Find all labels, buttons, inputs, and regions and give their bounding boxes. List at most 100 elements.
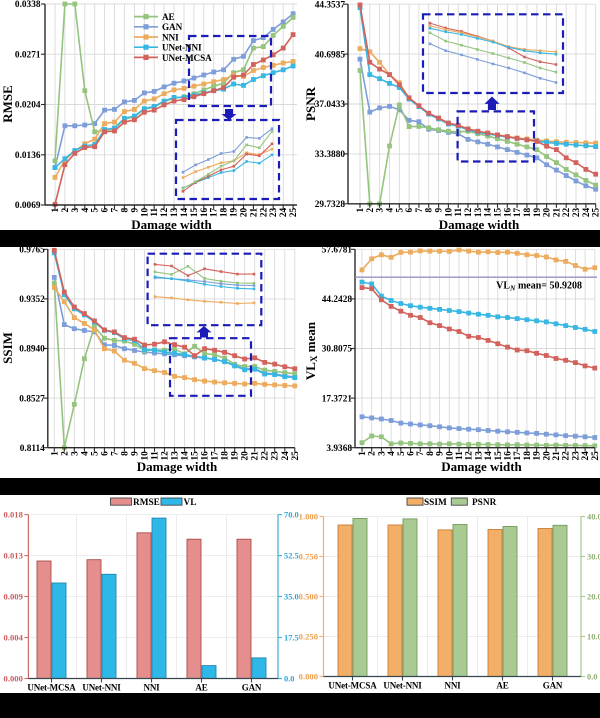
svg-text:3.9368: 3.9368 (326, 444, 352, 454)
svg-text:20: 20 (240, 207, 250, 217)
svg-text:24: 24 (281, 451, 291, 461)
svg-text:24: 24 (279, 207, 289, 217)
svg-text:15: 15 (190, 207, 200, 217)
svg-text:1: 1 (51, 207, 61, 212)
svg-text:0.0204: 0.0204 (15, 101, 41, 111)
svg-text:40.0: 40.0 (587, 513, 600, 522)
svg-text:4: 4 (387, 451, 397, 456)
svg-text:5: 5 (91, 207, 101, 212)
svg-text:0.0136: 0.0136 (15, 151, 41, 161)
svg-text:52.5: 52.5 (284, 552, 299, 561)
svg-text:21: 21 (251, 451, 261, 461)
svg-text:10: 10 (141, 451, 151, 461)
svg-text:RMSE: RMSE (133, 498, 160, 508)
svg-text:UNet-MCSA: UNet-MCSA (328, 681, 377, 691)
svg-text:0.0: 0.0 (587, 673, 597, 682)
svg-text:24: 24 (581, 451, 591, 461)
svg-text:0.0: 0.0 (284, 675, 294, 684)
svg-text:NNI: NNI (162, 32, 179, 42)
svg-text:9: 9 (436, 451, 446, 456)
svg-text:VL: VL (184, 498, 197, 508)
svg-text:7: 7 (111, 207, 121, 212)
svg-text:23: 23 (571, 451, 581, 461)
svg-text:4: 4 (80, 451, 90, 456)
svg-text:0.0338: 0.0338 (15, 0, 41, 10)
svg-text:15: 15 (191, 451, 201, 461)
svg-text:19: 19 (230, 207, 240, 217)
svg-text:0.8114: 0.8114 (20, 444, 45, 454)
svg-text:20: 20 (542, 451, 552, 461)
svg-text:AE: AE (496, 681, 508, 691)
svg-text:12: 12 (465, 451, 475, 461)
svg-text:2: 2 (366, 207, 376, 212)
svg-text:PSNR: PSNR (472, 498, 497, 508)
svg-text:22: 22 (261, 451, 271, 461)
svg-text:25: 25 (289, 207, 299, 217)
svg-text:3: 3 (377, 451, 387, 456)
svg-text:25: 25 (591, 451, 600, 461)
svg-text:29.7328: 29.7328 (315, 200, 346, 210)
svg-text:16: 16 (201, 451, 211, 461)
svg-text:4: 4 (81, 207, 91, 212)
svg-text:8: 8 (425, 207, 435, 212)
svg-text:8: 8 (120, 207, 130, 212)
svg-text:0.8940: 0.8940 (19, 345, 45, 355)
svg-text:VLN mean= 50.9208: VLN mean= 50.9208 (496, 281, 582, 293)
svg-text:1: 1 (356, 207, 366, 212)
svg-text:1: 1 (358, 451, 368, 456)
svg-text:PSNR: PSNR (303, 86, 318, 121)
svg-text:UNet-NNI: UNet-NNI (82, 683, 121, 693)
svg-text:1: 1 (50, 451, 60, 456)
svg-text:0.500: 0.500 (299, 592, 318, 602)
svg-text:20.0: 20.0 (587, 593, 600, 602)
svg-text:18: 18 (523, 451, 533, 461)
svg-text:7: 7 (110, 451, 120, 456)
svg-text:20: 20 (241, 451, 251, 461)
svg-text:10: 10 (444, 207, 454, 217)
svg-text:15: 15 (494, 207, 504, 217)
svg-text:UNet-MCSA: UNet-MCSA (27, 683, 76, 693)
svg-text:57.6781: 57.6781 (322, 246, 353, 256)
svg-text:UNet-MCSA: UNet-MCSA (162, 53, 212, 63)
svg-text:12: 12 (464, 207, 474, 217)
svg-text:0.8527: 0.8527 (19, 394, 45, 404)
svg-text:14: 14 (181, 451, 191, 461)
svg-text:14: 14 (484, 207, 494, 217)
svg-text:6: 6 (100, 451, 110, 456)
svg-text:21: 21 (552, 207, 562, 217)
svg-text:8: 8 (426, 451, 436, 456)
svg-text:VLX mean: VLX mean (303, 321, 319, 380)
svg-text:16: 16 (504, 451, 514, 461)
svg-text:14: 14 (484, 451, 494, 461)
svg-text:3: 3 (71, 207, 81, 212)
svg-text:25: 25 (291, 451, 301, 461)
svg-text:16: 16 (200, 207, 210, 217)
svg-text:2: 2 (368, 451, 378, 456)
svg-text:NNI: NNI (444, 681, 461, 691)
svg-text:0.0069: 0.0069 (15, 201, 41, 211)
svg-text:25: 25 (592, 207, 600, 217)
svg-text:0.750: 0.750 (299, 552, 318, 562)
svg-text:NNI: NNI (143, 683, 160, 693)
svg-text:9: 9 (130, 207, 140, 212)
svg-text:35.0: 35.0 (284, 593, 299, 602)
svg-text:12: 12 (160, 207, 170, 217)
svg-text:Damage width: Damage width (441, 459, 522, 474)
svg-text:8: 8 (120, 451, 130, 456)
svg-text:13: 13 (474, 451, 484, 461)
svg-text:6: 6 (407, 451, 417, 456)
svg-text:22: 22 (562, 451, 572, 461)
svg-text:7: 7 (415, 207, 425, 212)
svg-text:0.018: 0.018 (4, 510, 24, 520)
svg-text:AE: AE (195, 683, 207, 693)
svg-text:0.013: 0.013 (4, 551, 23, 561)
svg-text:30.8075: 30.8075 (322, 345, 353, 355)
svg-text:0.009: 0.009 (4, 592, 23, 602)
svg-text:17: 17 (211, 451, 221, 461)
svg-text:2: 2 (60, 451, 70, 456)
svg-text:17.3721: 17.3721 (322, 394, 353, 404)
svg-text:5: 5 (397, 451, 407, 456)
svg-text:18: 18 (221, 451, 231, 461)
svg-text:44.2428: 44.2428 (322, 295, 353, 305)
svg-text:19: 19 (533, 207, 543, 217)
